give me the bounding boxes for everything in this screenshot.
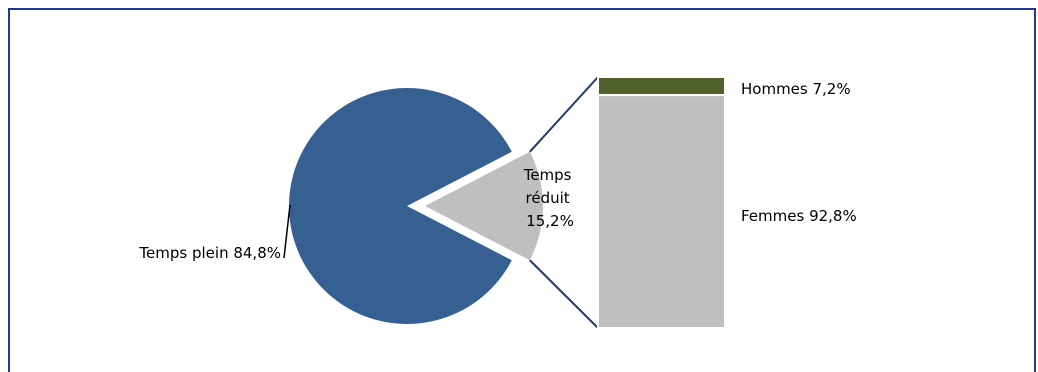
chart-frame: [8, 8, 1036, 372]
label-temps-reduit: Temps réduit 15,2%: [523, 166, 577, 230]
bar-segment-hommes: [597, 76, 726, 97]
label-temps-plein: Temps plein 84,8%: [138, 244, 281, 262]
pie-slice-temps-plein: [288, 88, 512, 324]
bar-segment-femmes: [597, 94, 726, 329]
leader-line-temps-plein: [283, 204, 291, 259]
label-femmes: Femmes 92,8%: [741, 207, 857, 225]
label-temps-reduit-line3: 15,2%: [526, 212, 574, 230]
label-temps-reduit-line1: Temps: [523, 166, 572, 184]
pie-slice-temps-reduit: [425, 151, 543, 261]
label-hommes: Hommes 7,2%: [741, 80, 851, 98]
label-temps-reduit-line2: réduit: [526, 189, 570, 207]
connector-line-top: [529, 76, 599, 153]
connector-line-bottom: [529, 259, 599, 329]
